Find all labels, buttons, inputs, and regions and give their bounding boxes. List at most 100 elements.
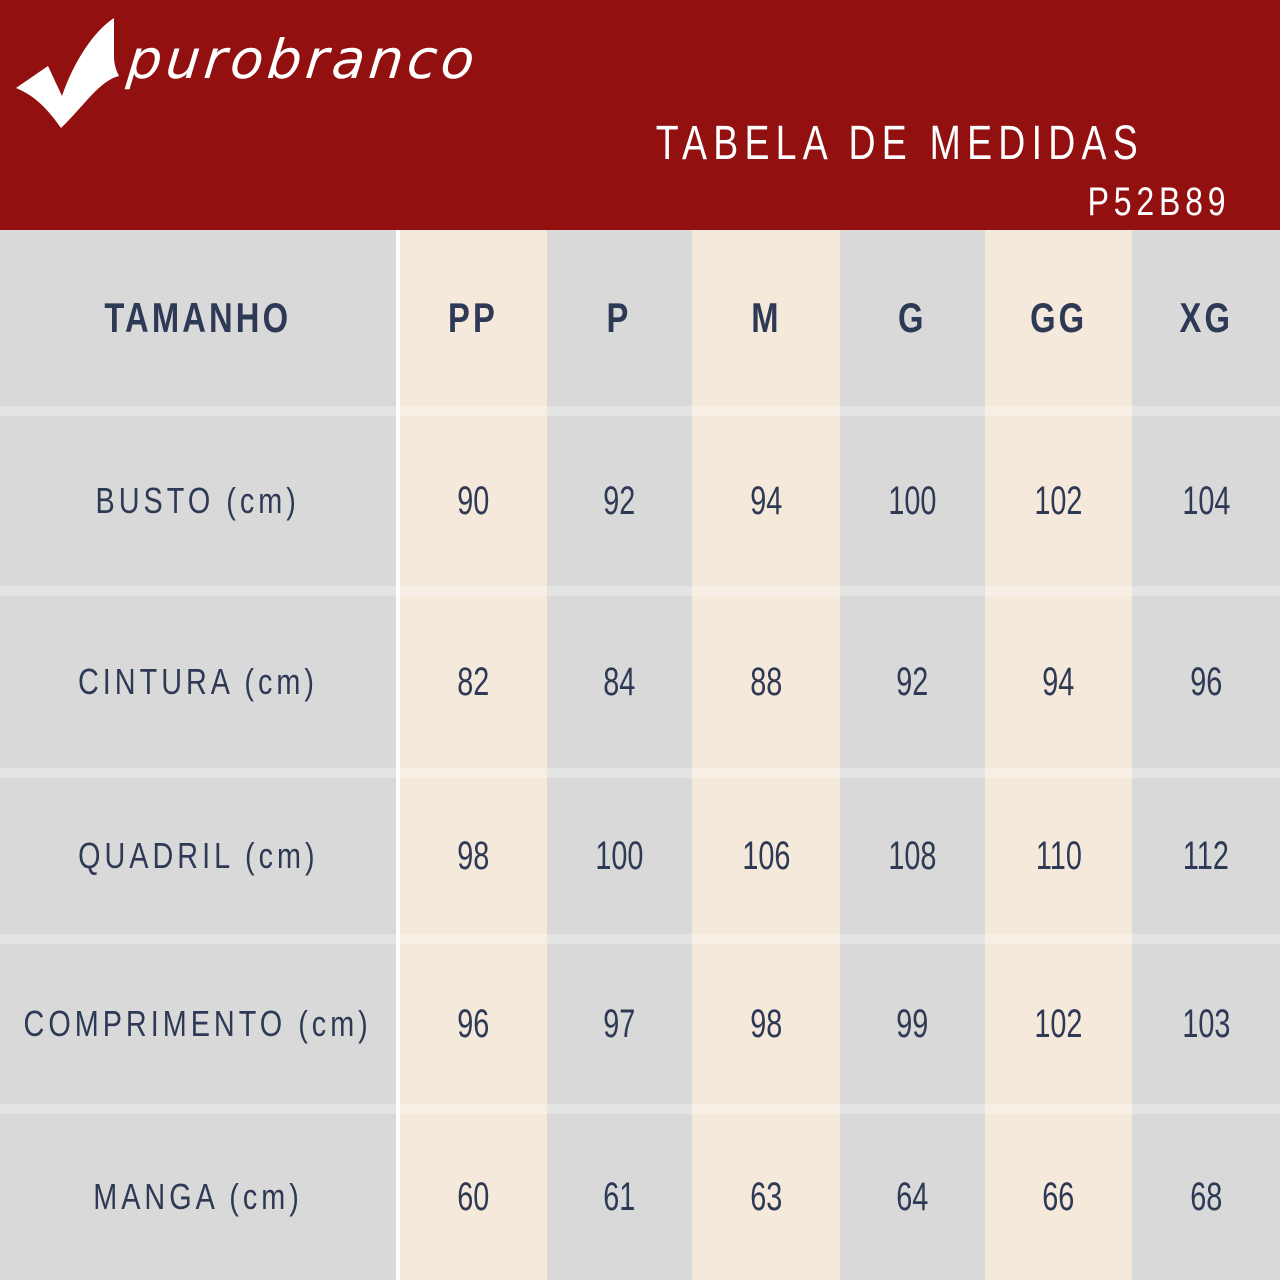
size-header-cell: GG bbox=[985, 230, 1132, 406]
value-cell: 102 bbox=[985, 944, 1132, 1104]
cell-text: 92 bbox=[603, 478, 636, 523]
cell-text: 104 bbox=[1181, 478, 1231, 523]
table-row: MANGA (cm) 60 61 63 64 66 68 bbox=[0, 1114, 1280, 1280]
value-cell: 104 bbox=[1132, 416, 1280, 586]
checkmark-icon bbox=[16, 18, 119, 128]
row-separator bbox=[0, 586, 1280, 596]
value-cell: 98 bbox=[692, 944, 840, 1104]
cell-text: 82 bbox=[457, 659, 490, 704]
row-label: BUSTO (cm) bbox=[95, 480, 301, 521]
row-separator bbox=[0, 768, 1280, 778]
cell-text: 108 bbox=[888, 833, 937, 878]
cell-text: M bbox=[750, 294, 782, 341]
table-row: QUADRIL (cm) 98 100 106 108 110 112 bbox=[0, 778, 1280, 934]
row-label: COMPRIMENTO (cm) bbox=[23, 1003, 373, 1044]
value-cell: 61 bbox=[547, 1114, 692, 1280]
cell-text: 112 bbox=[1183, 833, 1229, 878]
cell-text: 63 bbox=[749, 1174, 783, 1219]
size-header-cell: P bbox=[547, 230, 692, 406]
value-cell: 99 bbox=[840, 944, 985, 1104]
column-background bbox=[1132, 230, 1280, 1280]
value-cell: 106 bbox=[692, 778, 840, 934]
row-separator bbox=[0, 406, 1280, 416]
size-table: TAMANHO PP P M G GG XG BUSTO (cm) 90 92 94 100 102 10… bbox=[0, 230, 1280, 1280]
cell-text: P bbox=[607, 294, 632, 341]
cell-text: 102 bbox=[1034, 1001, 1083, 1046]
header-row: TAMANHO PP P M G GG XG bbox=[0, 230, 1280, 406]
product-code: P52B89 bbox=[1087, 180, 1230, 224]
value-cell: 68 bbox=[1132, 1114, 1280, 1280]
cell-text: 88 bbox=[749, 659, 783, 704]
value-cell: 92 bbox=[547, 416, 692, 586]
cell-text: 68 bbox=[1189, 1174, 1223, 1219]
cell-text: G bbox=[898, 294, 927, 341]
value-cell: 100 bbox=[840, 416, 985, 586]
cell-text: PP bbox=[448, 294, 499, 341]
value-cell: 102 bbox=[985, 416, 1132, 586]
cell-text: 84 bbox=[603, 659, 636, 704]
value-cell: 100 bbox=[547, 778, 692, 934]
cell-text: 60 bbox=[457, 1174, 490, 1219]
row-separator bbox=[0, 1104, 1280, 1114]
cell-text: 102 bbox=[1034, 478, 1083, 523]
value-cell: 88 bbox=[692, 596, 840, 768]
size-header-cell: PP bbox=[400, 230, 547, 406]
cell-text: 100 bbox=[595, 833, 644, 878]
table-row: CINTURA (cm) 82 84 88 92 94 96 bbox=[0, 596, 1280, 768]
value-cell: 60 bbox=[400, 1114, 547, 1280]
cell-text: 61 bbox=[603, 1174, 636, 1219]
size-header-cell: M bbox=[692, 230, 840, 406]
cell-text: 97 bbox=[603, 1001, 636, 1046]
value-cell: 90 bbox=[400, 416, 547, 586]
cell-text: 98 bbox=[457, 833, 490, 878]
row-label: QUADRIL (cm) bbox=[77, 835, 319, 876]
column-background bbox=[840, 230, 985, 1280]
size-header-cell: XG bbox=[1132, 230, 1280, 406]
value-cell: 112 bbox=[1132, 778, 1280, 934]
cell-text: 106 bbox=[741, 833, 791, 878]
value-cell: 103 bbox=[1132, 944, 1280, 1104]
header-label-cell: TAMANHO bbox=[0, 230, 396, 406]
value-cell: 94 bbox=[985, 596, 1132, 768]
value-cell: 63 bbox=[692, 1114, 840, 1280]
cell-text: 94 bbox=[1042, 659, 1075, 704]
cell-text: 90 bbox=[457, 478, 490, 523]
row-label: TAMANHO bbox=[104, 294, 292, 341]
table-row: BUSTO (cm) 90 92 94 100 102 104 bbox=[0, 416, 1280, 586]
value-cell: 96 bbox=[400, 944, 547, 1104]
cell-text: 103 bbox=[1181, 1001, 1231, 1046]
value-cell: 94 bbox=[692, 416, 840, 586]
value-cell: 82 bbox=[400, 596, 547, 768]
value-cell: 97 bbox=[547, 944, 692, 1104]
cell-text: 94 bbox=[749, 478, 783, 523]
cell-text: 110 bbox=[1035, 833, 1082, 878]
value-cell: 64 bbox=[840, 1114, 985, 1280]
measurement-label-cell: QUADRIL (cm) bbox=[0, 778, 396, 934]
page-title: TABELA DE MEDIDAS bbox=[655, 117, 1144, 170]
cell-text: GG bbox=[1029, 294, 1088, 341]
value-cell: 92 bbox=[840, 596, 985, 768]
header-banner: purobranco TABELA DE MEDIDAS P52B89 bbox=[0, 0, 1280, 230]
column-background bbox=[985, 230, 1132, 1280]
measurement-label-cell: BUSTO (cm) bbox=[0, 416, 396, 586]
size-header-cell: G bbox=[840, 230, 985, 406]
value-cell: 66 bbox=[985, 1114, 1132, 1280]
value-cell: 98 bbox=[400, 778, 547, 934]
cell-text: 96 bbox=[1189, 659, 1223, 704]
measurement-label-cell: COMPRIMENTO (cm) bbox=[0, 944, 396, 1104]
column-divider bbox=[396, 230, 400, 1280]
row-separator bbox=[0, 934, 1280, 944]
cell-text: 100 bbox=[888, 478, 937, 523]
column-background bbox=[0, 230, 396, 1280]
column-background bbox=[400, 230, 547, 1280]
column-background bbox=[547, 230, 692, 1280]
cell-text: 96 bbox=[457, 1001, 490, 1046]
row-label: MANGA (cm) bbox=[93, 1176, 303, 1217]
cell-text: 66 bbox=[1042, 1174, 1075, 1219]
measurement-label-cell: MANGA (cm) bbox=[0, 1114, 396, 1280]
value-cell: 108 bbox=[840, 778, 985, 934]
brand-logo-text: purobranco bbox=[124, 28, 482, 91]
cell-text: 92 bbox=[896, 659, 929, 704]
cell-text: 64 bbox=[896, 1174, 929, 1219]
column-background bbox=[692, 230, 840, 1280]
